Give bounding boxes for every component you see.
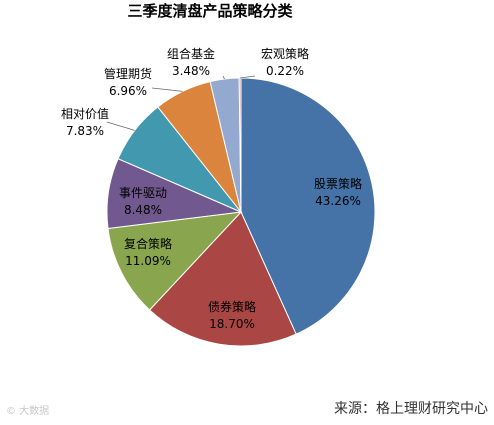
leader-line-7	[222, 75, 225, 80]
pie-slice-2	[148, 211, 297, 347]
leader-line-8	[240, 75, 256, 79]
slice-name-label: 股票策略	[314, 176, 362, 191]
slice-name-label: 债券策略	[208, 299, 256, 314]
slice-value-label: 11.09%	[125, 254, 171, 268]
slice-labels: 股票策略 43.26% 债券策略 18.70% 复合策略 11.09% 事件驱动 8.48% 相…	[61, 46, 362, 331]
slice-name-label: 相对价值	[61, 106, 109, 121]
slice-name-label: 宏观策略	[261, 46, 309, 61]
slice-value-label: 7.83%	[66, 124, 104, 138]
slice-value-label: 8.48%	[124, 203, 162, 217]
leader-line-6	[151, 87, 183, 92]
watermark: © 大数据	[6, 406, 50, 417]
pie-slice-1	[240, 77, 376, 335]
source-note: 来源：格上理财研究中心	[334, 401, 488, 417]
slice-name-label: 复合策略	[124, 236, 172, 251]
slice-value-label: 0.22%	[266, 64, 304, 78]
pie-slices	[106, 77, 376, 347]
slice-name-label: 管理期货	[104, 66, 152, 81]
slice-name-label: 事件驱动	[119, 186, 167, 200]
slice-value-label: 18.70%	[209, 317, 255, 331]
slice-name-label: 组合基金	[167, 46, 215, 61]
pie-slice-3	[107, 211, 243, 311]
chart-title: 三季度清盘产品策略分类	[127, 2, 293, 20]
leader-line-5	[106, 121, 135, 131]
slice-value-label: 43.26%	[315, 194, 361, 208]
slice-value-label: 6.96%	[109, 84, 147, 98]
slice-value-label: 3.48%	[172, 64, 210, 78]
leader-lines	[106, 75, 256, 131]
